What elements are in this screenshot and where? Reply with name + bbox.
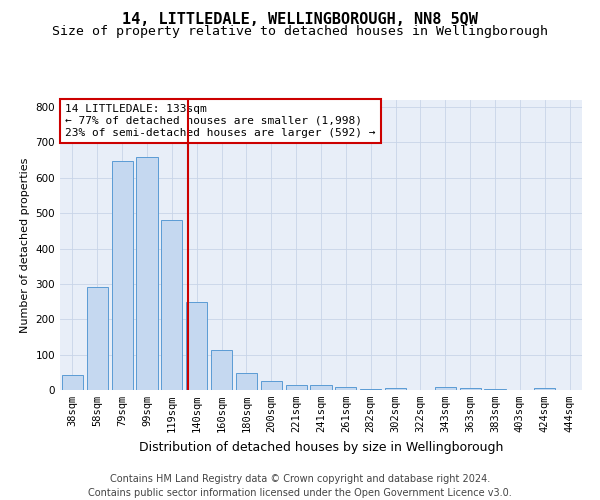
Bar [385, 388, 406, 390]
Bar [484, 389, 506, 390]
Bar [62, 375, 83, 390]
Bar [161, 220, 182, 390]
Bar [460, 388, 481, 390]
X-axis label: Distribution of detached houses by size in Wellingborough: Distribution of detached houses by size … [139, 440, 503, 454]
Bar [435, 387, 456, 390]
Bar [360, 389, 381, 390]
Bar [211, 350, 232, 390]
Bar [136, 156, 158, 390]
Bar [236, 373, 257, 390]
Bar [310, 386, 332, 390]
Bar [286, 384, 307, 390]
Y-axis label: Number of detached properties: Number of detached properties [20, 158, 30, 332]
Bar [534, 388, 555, 390]
Bar [87, 287, 108, 390]
Bar [335, 387, 356, 390]
Text: Size of property relative to detached houses in Wellingborough: Size of property relative to detached ho… [52, 25, 548, 38]
Text: 14, LITTLEDALE, WELLINGBOROUGH, NN8 5QW: 14, LITTLEDALE, WELLINGBOROUGH, NN8 5QW [122, 12, 478, 28]
Text: Contains HM Land Registry data © Crown copyright and database right 2024.
Contai: Contains HM Land Registry data © Crown c… [88, 474, 512, 498]
Text: 14 LITTLEDALE: 133sqm
← 77% of detached houses are smaller (1,998)
23% of semi-d: 14 LITTLEDALE: 133sqm ← 77% of detached … [65, 104, 376, 138]
Bar [186, 302, 207, 390]
Bar [112, 161, 133, 390]
Bar [261, 381, 282, 390]
